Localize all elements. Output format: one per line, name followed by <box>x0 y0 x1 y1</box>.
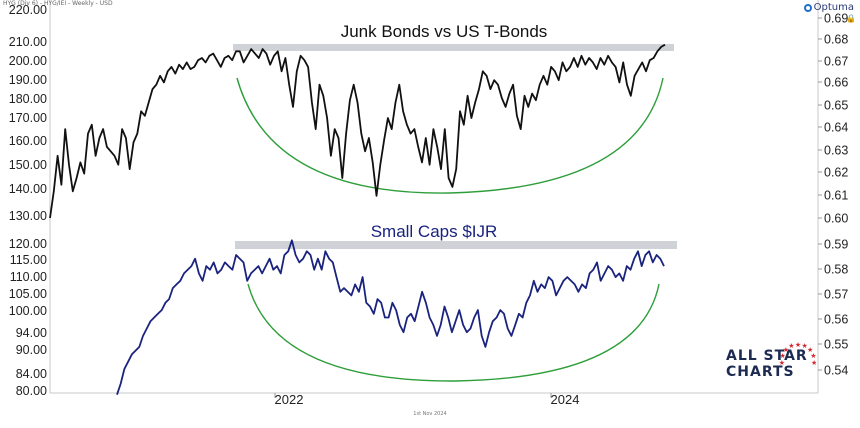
logo-star-icon: ★ <box>811 359 816 367</box>
series-line-ijr <box>116 239 665 395</box>
right-tick-label: 0.63 <box>824 144 848 158</box>
logo-star-icon: ★ <box>779 352 785 360</box>
left-tick-label: 100.00 <box>9 304 47 318</box>
footer-date: 1st Nov 2024 <box>413 411 447 417</box>
right-tick-label: 0.61 <box>824 189 848 203</box>
right-tick-label: 0.64 <box>824 121 848 135</box>
logo-line-1: ALL STAR <box>726 348 808 364</box>
right-tick-label: 0.67 <box>824 55 848 69</box>
chart-header-text: HYG (Div 6) - HYG/IEI - Weekly - USD <box>3 0 113 7</box>
x-tick-label: 2024 <box>551 392 580 407</box>
resistance-bar-bottom <box>235 241 677 249</box>
logo-stars: ★★★★ ★ ★★★★ <box>779 341 816 367</box>
right-tick-label: 0.62 <box>824 166 848 180</box>
right-tick-label: 0.69 <box>824 12 848 26</box>
left-tick-label: 94.00 <box>16 326 47 340</box>
left-tick-label: 130.00 <box>9 209 47 223</box>
logo-star-icon: ★ <box>779 359 785 367</box>
left-tick-label: 210.00 <box>9 35 47 49</box>
left-tick-label: 200.00 <box>9 54 47 68</box>
logo-star-icon: ★ <box>810 352 816 360</box>
left-tick-label: 170.00 <box>9 111 47 125</box>
left-tick-label: 220.00 <box>9 3 47 17</box>
right-tick-label: 0.59 <box>824 238 848 252</box>
series-line-junk-vs-tbonds <box>49 43 666 219</box>
left-tick-label: 90.00 <box>16 343 47 357</box>
right-tick-label: 0.66 <box>824 76 848 90</box>
logo-star-icon: ★ <box>795 341 801 349</box>
brand-name: Optuma <box>813 2 854 13</box>
rounding-bottom-arc-top <box>236 77 664 194</box>
right-tick-label: 0.58 <box>824 263 848 277</box>
right-tick-label: 0.60 <box>824 212 848 226</box>
left-tick-label: 190.00 <box>9 73 47 87</box>
logo-star-icon: ★ <box>807 346 813 354</box>
chart-title-small-caps: Small Caps $IJR <box>371 222 498 241</box>
left-tick-label: 84.00 <box>16 367 47 381</box>
left-tick-label: 105.00 <box>9 287 47 301</box>
left-tick-label: 150.00 <box>9 158 47 172</box>
right-tick-label: 0.54 <box>824 364 848 378</box>
left-tick-label: 140.00 <box>9 182 47 196</box>
right-tick-label: 0.56 <box>824 313 848 327</box>
lock-icon[interactable]: 🔒 <box>846 14 856 23</box>
logo-star-icon: ★ <box>801 342 807 350</box>
left-tick-label: 80.00 <box>16 384 47 398</box>
left-tick-label: 120.00 <box>9 237 47 251</box>
left-tick-label: 160.00 <box>9 134 47 148</box>
logo-line-2: CHARTS <box>726 364 795 380</box>
resistance-bar-top <box>233 44 674 51</box>
logo-star-icon: ★ <box>783 346 789 354</box>
chart-title-junk-bonds: Junk Bonds vs US T-Bonds <box>341 22 548 41</box>
right-tick-label: 0.55 <box>824 338 848 352</box>
logo-star-icon: ★ <box>788 342 794 350</box>
right-tick-label: 0.65 <box>824 99 848 113</box>
left-tick-label: 115.00 <box>10 253 47 267</box>
optuma-logo-icon <box>803 3 812 12</box>
rounding-bottom-arc-bottom <box>247 283 660 382</box>
x-tick-label: 2022 <box>275 392 304 407</box>
brand-logo: Optuma <box>803 2 854 13</box>
left-tick-label: 110.00 <box>10 270 47 284</box>
right-tick-label: 0.57 <box>824 288 848 302</box>
left-tick-label: 180.00 <box>9 92 47 106</box>
right-tick-label: 0.68 <box>824 33 848 47</box>
all-star-charts-logo: ★ ★ ★ ★ ★ ★ ★ ★ ★ ALL STAR CHARTS <box>726 337 816 385</box>
